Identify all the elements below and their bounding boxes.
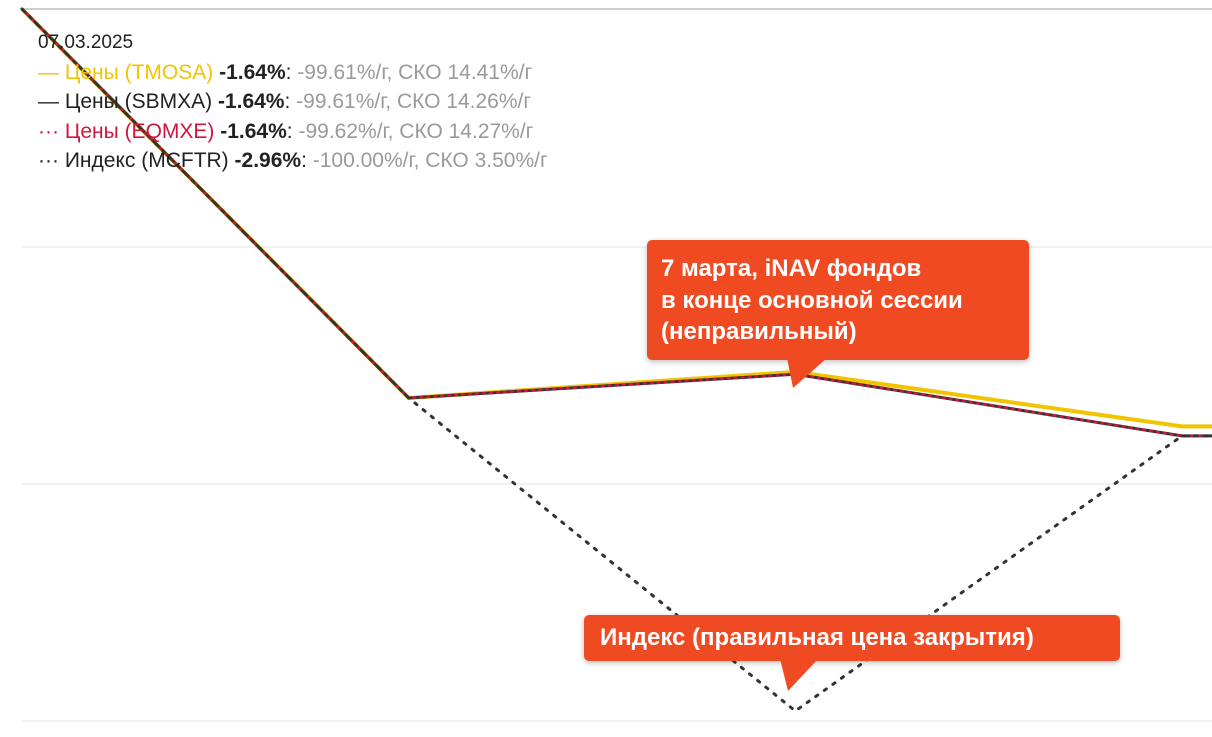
legend-stats: -100.00%/г, СКО 3.50%/г bbox=[306, 149, 548, 172]
chart-legend: 07.03.2025 — Цены (TMOSA) -1.64%: -99.61… bbox=[38, 28, 548, 176]
legend-change: -1.64% bbox=[220, 119, 287, 143]
legend-separator: : bbox=[285, 60, 292, 84]
legend-marker-dotted: ··· bbox=[38, 119, 59, 143]
legend-row-eqmxe[interactable]: ··· Цены (EQMXE) -1.64%: -99.62%/г, СКО … bbox=[38, 117, 548, 147]
annotation-index-text: Индекс (правильная цена закрытия) bbox=[600, 624, 1034, 651]
legend-series-name: Цены (SBMXA) bbox=[64, 90, 213, 113]
legend-row-sbmxa[interactable]: — Цены (SBMXA) -1.64%: -99.61%/г, СКО 14… bbox=[38, 87, 548, 117]
legend-stats: -99.61%/г, СКО 14.41%/г bbox=[291, 60, 533, 84]
legend-series-name: Индекс (MCFTR) bbox=[64, 149, 229, 172]
annotation-inav-line-3: (неправильный) bbox=[661, 318, 857, 345]
legend-marker-solid: — bbox=[38, 60, 59, 84]
legend-row-mcftr[interactable]: ··· Индекс (MCFTR) -2.96%: -100.00%/г, С… bbox=[38, 146, 548, 176]
legend-change: -1.64% bbox=[217, 90, 285, 113]
legend-change: -1.64% bbox=[219, 60, 286, 84]
legend-separator: : bbox=[286, 119, 293, 143]
annotation-inav-callout: 7 марта, iNAV фондов в конце основной се… bbox=[647, 240, 1029, 388]
legend-series-name: Цены (TMOSA) bbox=[64, 60, 214, 84]
annotation-inav-line-2: в конце основной сессии bbox=[661, 286, 963, 314]
legend-stats: -99.62%/г, СКО 14.27%/г bbox=[292, 119, 534, 143]
legend-marker-dotted: ··· bbox=[38, 149, 59, 172]
annotation-inav-line-1: 7 марта, iNAV фондов bbox=[661, 255, 922, 282]
annotation-index-callout: Индекс (правильная цена закрытия) bbox=[584, 615, 1120, 691]
callout-pointer bbox=[787, 358, 827, 388]
legend-date: 07.03.2025 bbox=[38, 32, 134, 53]
legend-stats: -99.61%/г, СКО 14.26%/г bbox=[290, 90, 532, 113]
legend-separator: : bbox=[301, 149, 307, 172]
legend-marker-solid: — bbox=[38, 90, 59, 113]
callout-pointer bbox=[780, 659, 818, 691]
legend-series-name: Цены (EQMXE) bbox=[64, 119, 215, 143]
legend-separator: : bbox=[284, 90, 291, 113]
legend-change: -2.96% bbox=[234, 149, 302, 172]
legend-row-tmosa[interactable]: — Цены (TMOSA) -1.64%: -99.61%/г, СКО 14… bbox=[38, 58, 548, 88]
series-line-eqmxe bbox=[20, 7, 1212, 438]
